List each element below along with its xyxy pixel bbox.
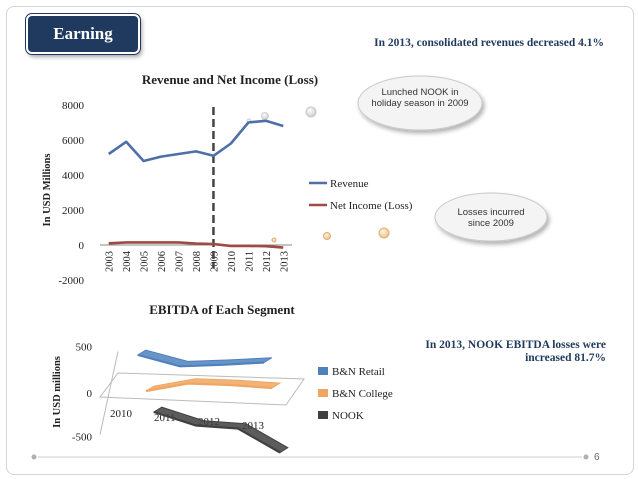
revenue-xtick: 2010 — [227, 251, 238, 272]
net-income-line — [108, 241, 284, 249]
cloud-nook-launch — [357, 75, 483, 131]
revenue-chart-ylabel: In USD Millions — [42, 154, 53, 227]
revenue-ytick: 4000 — [62, 170, 85, 182]
revenue-ytick: 0 — [79, 240, 85, 252]
revenue-xtick: 2009 — [209, 251, 220, 272]
revenue-chart: Revenue and Net Income (Loss) In USD Mil… — [42, 72, 413, 287]
ebitda-ytick: -500 — [72, 432, 93, 444]
revenue-xtick: 2007 — [175, 251, 186, 272]
revenue-chart-title: Revenue and Net Income (Loss) — [142, 72, 318, 87]
ebitda-chart-title: EBITDA of Each Segment — [149, 302, 295, 317]
revenue-xtick: 2011 — [244, 251, 255, 272]
thought-bubble-4 — [378, 227, 390, 239]
ebitda-chart-legend: B&N Retail B&N College NOOK — [318, 366, 393, 422]
nook-ribbon-edge — [153, 410, 281, 454]
revenue-xtick: 2013 — [279, 251, 290, 272]
revenue-ytick: 6000 — [62, 135, 85, 147]
nook-ebitda-note: In 2013, NOOK EBITDA losses were increas… — [425, 339, 606, 364]
ebitda-chart: EBITDA of Each Segment In USD millions 5… — [52, 302, 393, 454]
footer-dot-left — [31, 454, 37, 460]
ebitda-ytick: 0 — [87, 388, 93, 400]
thought-bubble-2 — [261, 112, 269, 120]
revenue-xtick: 2012 — [262, 251, 273, 272]
revenue-ytick: 2000 — [62, 205, 85, 217]
college-ribbon-edge — [145, 382, 273, 393]
footer-dot-right — [583, 454, 589, 460]
revenue-xtick: 2005 — [140, 251, 151, 272]
ebitda-chart-ylabel: In USD millions — [52, 356, 63, 428]
page-number: 6 — [594, 452, 600, 463]
cloud-losses — [434, 192, 548, 242]
legend-college: B&N College — [332, 388, 393, 400]
slide-tag: Earning — [26, 14, 140, 54]
legend-nook: NOOK — [332, 410, 364, 422]
legend-nook-swatch — [318, 411, 328, 419]
revenue-ytick: 8000 — [62, 100, 85, 112]
headline: In 2013, consolidated revenues decreased… — [374, 37, 604, 49]
callout-nook-launch: Lunched NOOK in holiday season in 2009 — [371, 87, 469, 109]
thought-bubble-5 — [323, 232, 331, 240]
ebitda-depth-axis — [99, 351, 119, 435]
legend-net-income: Net Income (Loss) — [330, 200, 413, 212]
thought-bubble-6 — [271, 237, 277, 243]
ebitda-xtick: 2010 — [110, 408, 133, 420]
legend-retail-swatch — [318, 367, 328, 375]
ebitda-floor — [99, 372, 305, 406]
revenue-xtick: 2006 — [157, 251, 168, 272]
revenue-xtick: 2008 — [192, 251, 203, 272]
revenue-xtick: 2003 — [105, 251, 116, 272]
revenue-line — [107, 119, 284, 163]
revenue-xtick: 2004 — [122, 250, 133, 272]
callout-losses: Losses incurred since 2009 — [457, 207, 525, 229]
revenue-ytick: -2000 — [58, 275, 84, 287]
ebitda-ytick: 500 — [76, 342, 93, 354]
thought-bubble-1 — [305, 106, 317, 118]
revenue-chart-legend: Revenue Net Income (Loss) — [309, 178, 413, 212]
legend-revenue: Revenue — [330, 178, 369, 190]
legend-college-swatch — [318, 389, 328, 397]
retail-ribbon-edge — [137, 353, 265, 368]
legend-retail: B&N Retail — [332, 366, 385, 378]
